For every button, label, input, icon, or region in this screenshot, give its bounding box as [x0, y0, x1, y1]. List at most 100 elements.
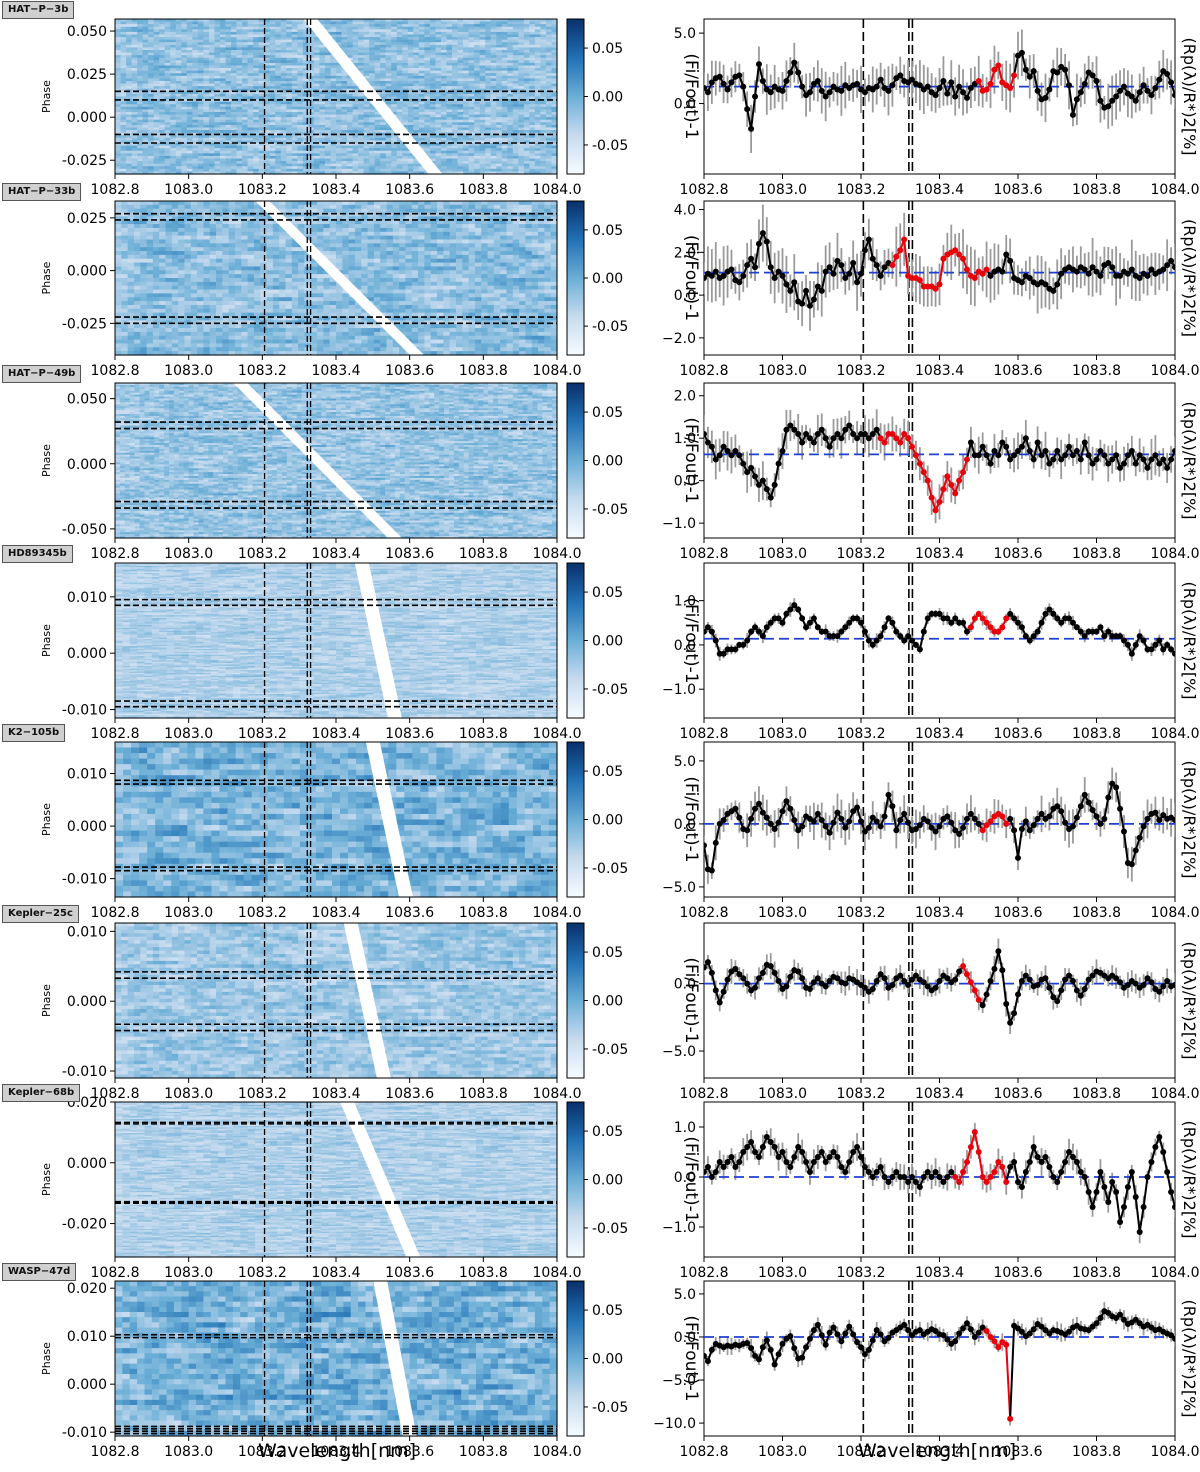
colorbar-tick-label: -0.05: [592, 861, 628, 877]
spectrum-point: [1120, 83, 1127, 90]
colorbar-label: (Fi/Fout)-1: [681, 53, 701, 139]
highlight-point: [971, 1129, 978, 1135]
spectrum-point: [967, 810, 974, 817]
spectrum-point: [1077, 456, 1084, 463]
spectrum-point: [1077, 803, 1084, 810]
spectrum-point: [912, 1179, 919, 1185]
spectrum-point: [795, 69, 802, 76]
spectrum-point: [810, 439, 817, 446]
spectrum-point: [1026, 73, 1033, 80]
highlight-point: [916, 460, 923, 467]
highlight-point: [971, 275, 978, 281]
spectrum-point: [779, 619, 786, 626]
x-tick-label: 1083.6: [385, 363, 434, 379]
y-tick-label: 5.0: [674, 754, 696, 770]
spectrum-point: [944, 90, 951, 97]
spectrum-segment: [754, 243, 760, 268]
spectrum-point: [1168, 646, 1175, 653]
colorbar-tick-label: 0.05: [592, 585, 623, 601]
highlight-point: [983, 1179, 990, 1185]
spectrum-point: [787, 287, 794, 294]
x-tick-label: 1083.8: [1072, 182, 1121, 198]
spectrum-point: [822, 983, 829, 990]
spectrum-segment: [1017, 828, 1023, 859]
spectrum-point: [787, 973, 794, 980]
spectrum-point: [1007, 1164, 1014, 1170]
highlight-point: [893, 435, 900, 442]
spectrum-point: [1089, 1204, 1096, 1210]
spectrum-point: [810, 1327, 817, 1334]
spectrum-point: [1018, 977, 1025, 984]
spectrum-point: [791, 279, 798, 286]
spectrum-point: [924, 83, 931, 90]
x-tick-label: 1083.2: [837, 363, 886, 379]
spectrum-point: [854, 1339, 861, 1346]
spectrum-point: [936, 823, 943, 830]
spectrum-point: [752, 984, 759, 991]
highlight-point: [995, 628, 1002, 635]
spectrum-point: [1132, 1194, 1139, 1200]
highlight-point: [897, 247, 904, 254]
spectrum-point: [1172, 1335, 1175, 1342]
spectrum-point: [806, 435, 813, 442]
spectrum-segment: [750, 96, 757, 130]
spectrum-point: [1069, 823, 1076, 830]
highlight-point: [956, 251, 963, 258]
spectrum-point: [1034, 1154, 1041, 1160]
colorbar-label: (Fi/Fout)-1: [681, 776, 701, 862]
spectrum-point: [720, 443, 727, 450]
spectrum-point: [830, 1324, 837, 1331]
spectrum-point: [775, 460, 782, 467]
spectrum-point: [1105, 103, 1112, 110]
highlight-point: [995, 1159, 1002, 1165]
y-axis-label: (Rp(λ)/R*)2[%]: [1180, 401, 1199, 519]
y-tick-label: -0.010: [62, 872, 107, 888]
x-tick-label: 1083.4: [312, 726, 361, 742]
colorbar-label: (Fi/Fout)-1: [681, 597, 701, 683]
x-tick-label: 1083.2: [238, 182, 287, 198]
spectrum-point: [783, 983, 790, 990]
spectrum-plot-area: [704, 383, 1175, 538]
spectrum-panel: 5.0 0.0 1082.8 1083.0 1083.2 1083.4 1083.6 1083…: [674, 18, 1200, 198]
spectrum-point: [1066, 443, 1073, 450]
spectrum-point: [748, 125, 755, 132]
y-tick-label: −2.0: [662, 331, 696, 347]
highlight-point: [995, 1344, 1002, 1351]
spectrum-point: [1073, 96, 1080, 103]
spectrum-point: [1015, 447, 1021, 454]
spectrum-point: [814, 810, 821, 817]
x-tick-label: 1084.0: [1151, 546, 1200, 562]
highlight-point: [1003, 1341, 1010, 1348]
spectrum-point: [752, 805, 759, 812]
x-tick-label: 1082.8: [91, 182, 140, 198]
spectrum-segment: [754, 63, 760, 97]
x-tick-label: 1082.8: [91, 363, 140, 379]
x-tick-label: 1082.8: [680, 1086, 729, 1102]
highlight-point: [987, 624, 994, 631]
spectrum-point: [901, 637, 908, 644]
spectrum-point: [767, 963, 774, 970]
spectrum-point: [865, 824, 872, 831]
spectrum-point: [806, 1335, 813, 1342]
spectrum-point: [810, 818, 817, 825]
spectrum-point: [1140, 637, 1147, 644]
spectrum-point: [861, 247, 868, 254]
x-tick-label: 1083.0: [758, 1265, 807, 1281]
spectrum-point: [991, 965, 998, 972]
spectrum-segment: [742, 86, 749, 110]
spectrum-point: [704, 1164, 711, 1170]
colorbar-tick-label: 0.05: [592, 945, 623, 961]
y-axis-label: (Rp(λ)/R*)2[%]: [1180, 1299, 1199, 1417]
spectrum-point: [1069, 1154, 1076, 1160]
spectrum-point: [858, 270, 864, 277]
spectrum-point: [1140, 1204, 1147, 1210]
y-tick-label: 0.0: [674, 977, 696, 993]
highlight-point: [889, 262, 896, 269]
spectrum-point: [952, 976, 959, 983]
spectrum-point: [960, 89, 967, 96]
spectrum-point: [1018, 49, 1025, 56]
spectrum-point: [1026, 827, 1033, 834]
spectrum-point: [1124, 641, 1131, 648]
spectrum-point: [1136, 452, 1143, 459]
heatmap-panel: 0.050 0.000 -0.050 Phase 1082.8 1083.0 1083.2 1…: [40, 382, 701, 562]
